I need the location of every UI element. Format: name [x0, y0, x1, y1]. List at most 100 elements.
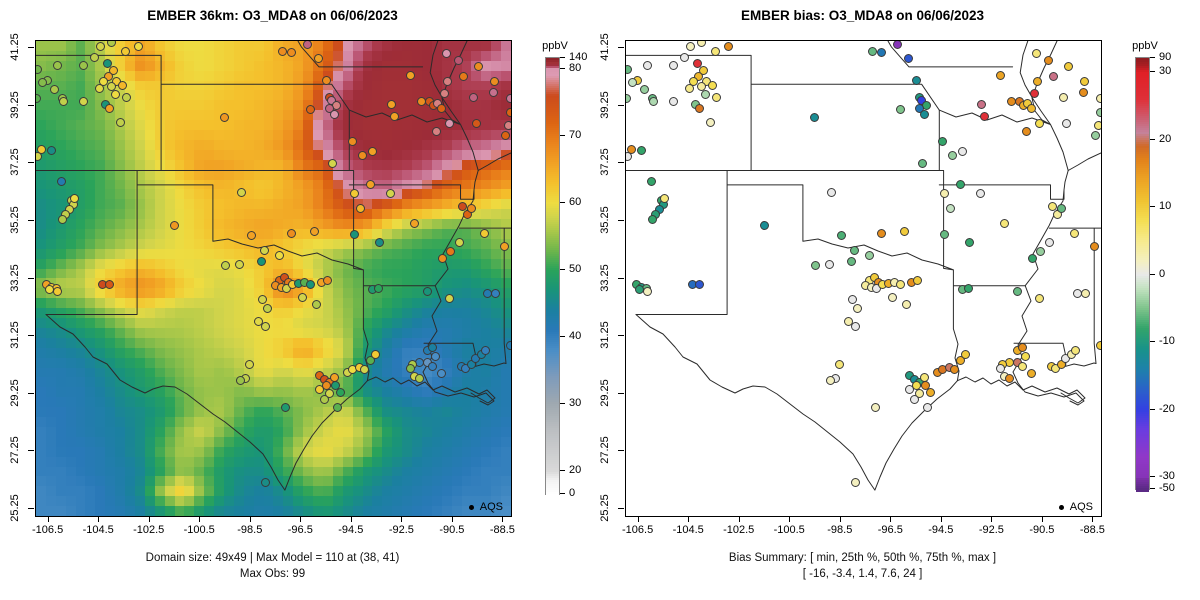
- raster-cell: [273, 486, 284, 497]
- raster-cell: [352, 337, 363, 348]
- obs-station-point: [627, 144, 637, 154]
- colorbar-slice: [546, 262, 559, 264]
- raster-cell: [481, 248, 492, 259]
- colorbar-slice: [546, 130, 559, 132]
- colorbar-slice: [546, 462, 559, 464]
- colorbar-slice: [1136, 342, 1149, 344]
- raster-cell: [283, 318, 294, 328]
- obs-station-point: [297, 293, 307, 302]
- raster-cell: [402, 496, 413, 507]
- raster-cell: [273, 70, 284, 81]
- raster-cell: [263, 189, 274, 200]
- colorbar-slice: [1136, 476, 1149, 478]
- raster-cell: [471, 238, 482, 249]
- colorbar-slice: [1136, 138, 1149, 140]
- raster-cell: [125, 337, 135, 348]
- raster-cell: [471, 179, 482, 190]
- raster-cell: [451, 268, 462, 279]
- colorbar-slice: [1136, 372, 1149, 374]
- raster-cell: [164, 258, 175, 269]
- colorbar-slice: [546, 456, 559, 458]
- raster-cell: [481, 219, 492, 230]
- raster-cell: [372, 456, 383, 467]
- raster-cell: [36, 100, 46, 111]
- raster-cell: [293, 357, 304, 368]
- raster-cell: [303, 377, 314, 388]
- raster-cell: [441, 199, 452, 210]
- raster-cell: [194, 169, 205, 180]
- colorbar-slice: [1136, 196, 1149, 198]
- raster-cell: [332, 268, 343, 279]
- y-tick-label: 25.25: [599, 494, 611, 522]
- y-tick-label: 27.25: [599, 436, 611, 464]
- raster-cell: [144, 486, 155, 497]
- obs-station-point: [120, 46, 130, 56]
- raster-cell: [224, 189, 234, 200]
- raster-cell: [204, 466, 215, 477]
- raster-cell: [85, 496, 96, 507]
- raster-cell: [194, 347, 205, 358]
- raster-cell: [224, 426, 234, 437]
- raster-cell: [481, 327, 492, 338]
- raster-cell: [283, 446, 294, 457]
- raster-cell: [481, 337, 492, 348]
- raster-cell: [501, 268, 511, 279]
- raster-cell: [65, 248, 76, 259]
- raster-cell: [45, 120, 56, 131]
- colorbar-slice: [1136, 330, 1149, 332]
- colorbar-slice: [546, 160, 559, 162]
- colorbar-slice: [1136, 222, 1149, 224]
- raster-cell: [253, 179, 264, 190]
- raster-cell: [105, 407, 116, 418]
- obs-station-point: [668, 61, 678, 71]
- raster-cell: [75, 110, 86, 121]
- obs-station-point: [428, 362, 438, 372]
- raster-cell: [243, 139, 254, 150]
- raster-cell: [204, 130, 215, 140]
- raster-cell: [243, 426, 254, 437]
- x-tick-label: -106.5: [31, 524, 64, 536]
- raster-cell: [184, 50, 195, 61]
- colorbar-slice: [1136, 106, 1149, 108]
- raster-cell: [115, 248, 126, 259]
- raster-cell: [342, 337, 353, 348]
- raster-cell: [303, 347, 314, 358]
- raster-cell: [451, 377, 462, 388]
- raster-cell: [392, 120, 403, 131]
- raster-cell: [243, 417, 254, 427]
- obs-station-point: [236, 188, 246, 197]
- obs-station-point: [640, 85, 649, 95]
- obs-station-point: [46, 145, 56, 155]
- raster-cell: [115, 337, 126, 348]
- raster-cell: [184, 238, 195, 249]
- raster-cell: [412, 407, 422, 418]
- raster-cell: [303, 248, 314, 259]
- x-axis-tick: [637, 516, 639, 522]
- raster-cell: [402, 377, 413, 388]
- colorbar-slice: [546, 412, 559, 414]
- raster-cell: [253, 41, 264, 51]
- colorbar-slice: [1136, 114, 1149, 116]
- colorbar-slice: [546, 156, 559, 158]
- raster-cell: [313, 41, 323, 51]
- raster-cell: [461, 446, 472, 457]
- raster-cell: [421, 466, 432, 477]
- obs-station-point: [286, 228, 296, 238]
- raster-cell: [471, 377, 482, 388]
- raster-cell: [233, 476, 244, 487]
- raster-cell: [233, 367, 244, 378]
- raster-cell: [204, 100, 215, 111]
- raster-cell: [36, 397, 46, 408]
- raster-cell: [313, 327, 323, 338]
- raster-cell: [372, 426, 383, 437]
- raster-cell: [36, 209, 46, 220]
- obs-station-point: [896, 279, 905, 289]
- obs-station-point: [133, 42, 143, 52]
- raster-cell: [144, 318, 155, 328]
- raster-cell: [362, 199, 373, 210]
- model-heatmap-raster: [36, 41, 511, 516]
- colorbar-slice: [546, 338, 559, 340]
- aqs-legend-label: AQS: [479, 501, 503, 513]
- raster-cell: [283, 436, 294, 447]
- colorbar-slice: [1136, 214, 1149, 216]
